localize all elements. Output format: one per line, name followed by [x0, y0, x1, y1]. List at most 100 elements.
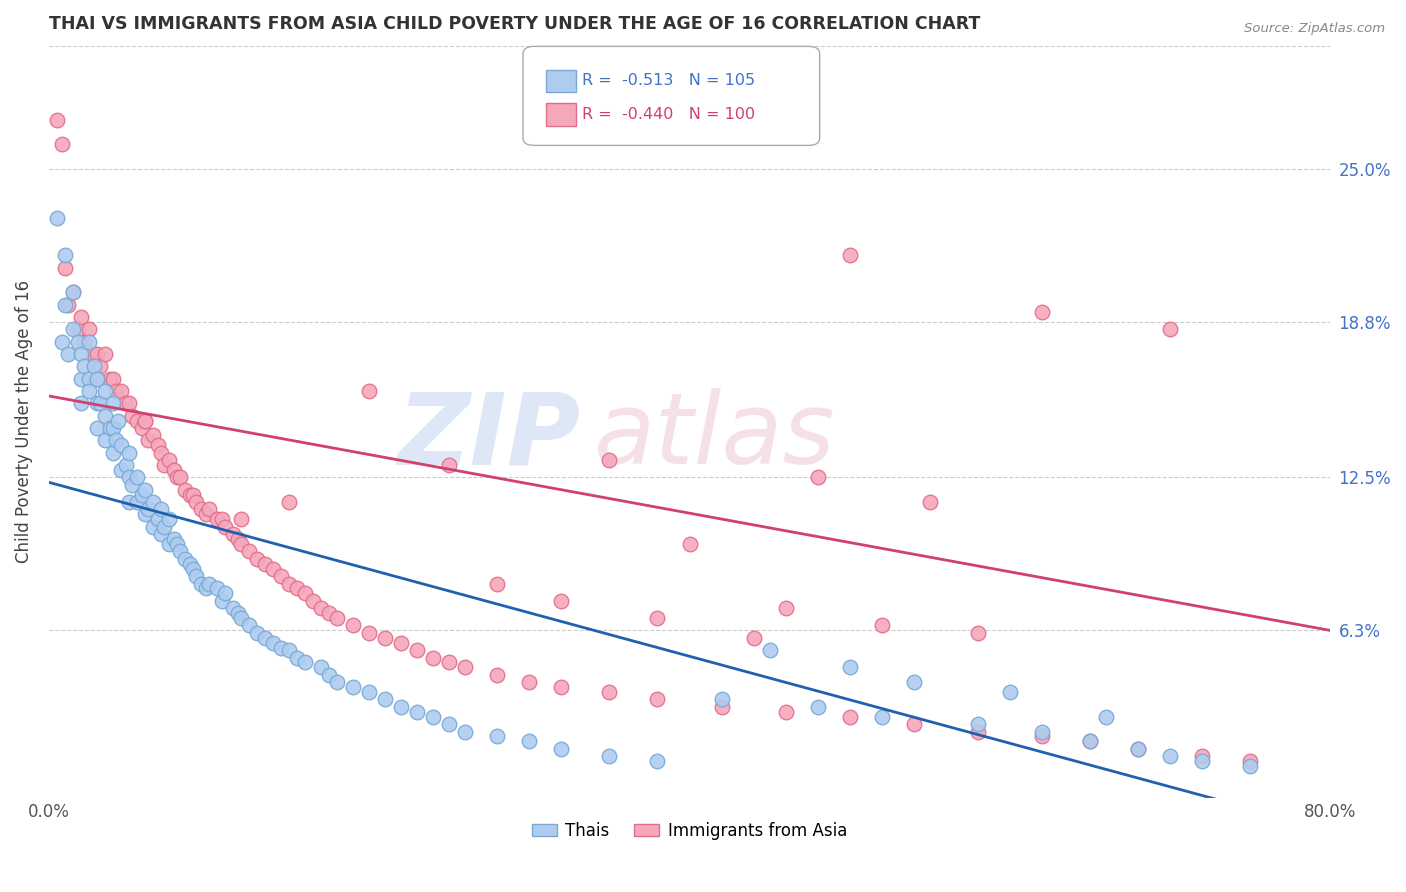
Point: [1031, 724, 1053, 739]
Point: [166, 537, 188, 551]
Point: [89, 396, 111, 410]
Point: [98, 421, 121, 435]
Point: [214, 586, 236, 600]
Point: [454, 660, 477, 674]
Point: [86, 421, 108, 435]
Point: [966, 717, 988, 731]
Point: [169, 470, 191, 484]
Point: [406, 643, 429, 657]
Point: [550, 741, 572, 756]
Point: [966, 625, 988, 640]
Point: [118, 495, 141, 509]
Point: [101, 396, 124, 410]
Point: [285, 582, 308, 596]
Point: [1159, 749, 1181, 764]
Point: [186, 569, 208, 583]
Point: [1031, 305, 1053, 319]
Point: [181, 562, 204, 576]
Point: [342, 680, 364, 694]
Point: [870, 618, 893, 632]
Point: [326, 611, 349, 625]
Point: [406, 705, 429, 719]
Point: [807, 470, 830, 484]
Point: [134, 414, 156, 428]
Point: [1191, 754, 1213, 768]
Point: [142, 495, 165, 509]
Point: [254, 631, 277, 645]
Point: [222, 527, 245, 541]
Point: [309, 601, 332, 615]
Point: [198, 576, 221, 591]
Point: [326, 675, 349, 690]
Point: [519, 675, 541, 690]
Point: [53, 248, 76, 262]
Point: [62, 285, 84, 300]
Point: [86, 372, 108, 386]
Point: [101, 446, 124, 460]
Point: [1239, 759, 1261, 773]
Point: [966, 724, 988, 739]
Point: [105, 434, 128, 448]
Point: [77, 322, 100, 336]
Point: [125, 495, 148, 509]
Point: [181, 488, 204, 502]
Point: [118, 446, 141, 460]
Point: [1126, 741, 1149, 756]
Point: [70, 310, 93, 324]
Point: [246, 625, 269, 640]
Point: [598, 685, 620, 699]
Point: [121, 409, 143, 423]
Point: [1239, 754, 1261, 768]
Point: [174, 551, 197, 566]
Point: [134, 483, 156, 497]
Point: [222, 601, 245, 615]
Point: [278, 495, 301, 509]
Point: [486, 730, 509, 744]
Point: [53, 260, 76, 275]
Point: [918, 495, 941, 509]
Point: [342, 618, 364, 632]
Point: [486, 576, 509, 591]
Point: [775, 705, 797, 719]
Point: [118, 470, 141, 484]
Point: [998, 685, 1021, 699]
Point: [710, 699, 733, 714]
Point: [318, 667, 340, 681]
Point: [1191, 749, 1213, 764]
Point: [107, 414, 129, 428]
Point: [163, 463, 186, 477]
Point: [214, 520, 236, 534]
Point: [77, 384, 100, 398]
Point: [246, 551, 269, 566]
Point: [166, 470, 188, 484]
Point: [101, 372, 124, 386]
Point: [62, 322, 84, 336]
Point: [1078, 734, 1101, 748]
Point: [131, 488, 153, 502]
Point: [179, 557, 201, 571]
Point: [134, 414, 156, 428]
Point: [439, 656, 461, 670]
Point: [94, 384, 117, 398]
Legend: Thais, Immigrants from Asia: Thais, Immigrants from Asia: [526, 815, 853, 847]
Point: [146, 438, 169, 452]
Point: [110, 384, 132, 398]
Point: [125, 470, 148, 484]
Point: [150, 527, 173, 541]
Point: [194, 508, 217, 522]
Point: [439, 717, 461, 731]
Point: [262, 636, 284, 650]
Point: [775, 601, 797, 615]
Text: atlas: atlas: [593, 388, 835, 485]
Point: [150, 446, 173, 460]
Point: [142, 520, 165, 534]
Point: [77, 334, 100, 349]
Point: [51, 137, 73, 152]
Point: [174, 483, 197, 497]
Point: [73, 359, 96, 374]
Point: [838, 710, 860, 724]
Point: [86, 396, 108, 410]
Point: [238, 544, 260, 558]
Point: [422, 710, 444, 724]
Point: [136, 502, 159, 516]
